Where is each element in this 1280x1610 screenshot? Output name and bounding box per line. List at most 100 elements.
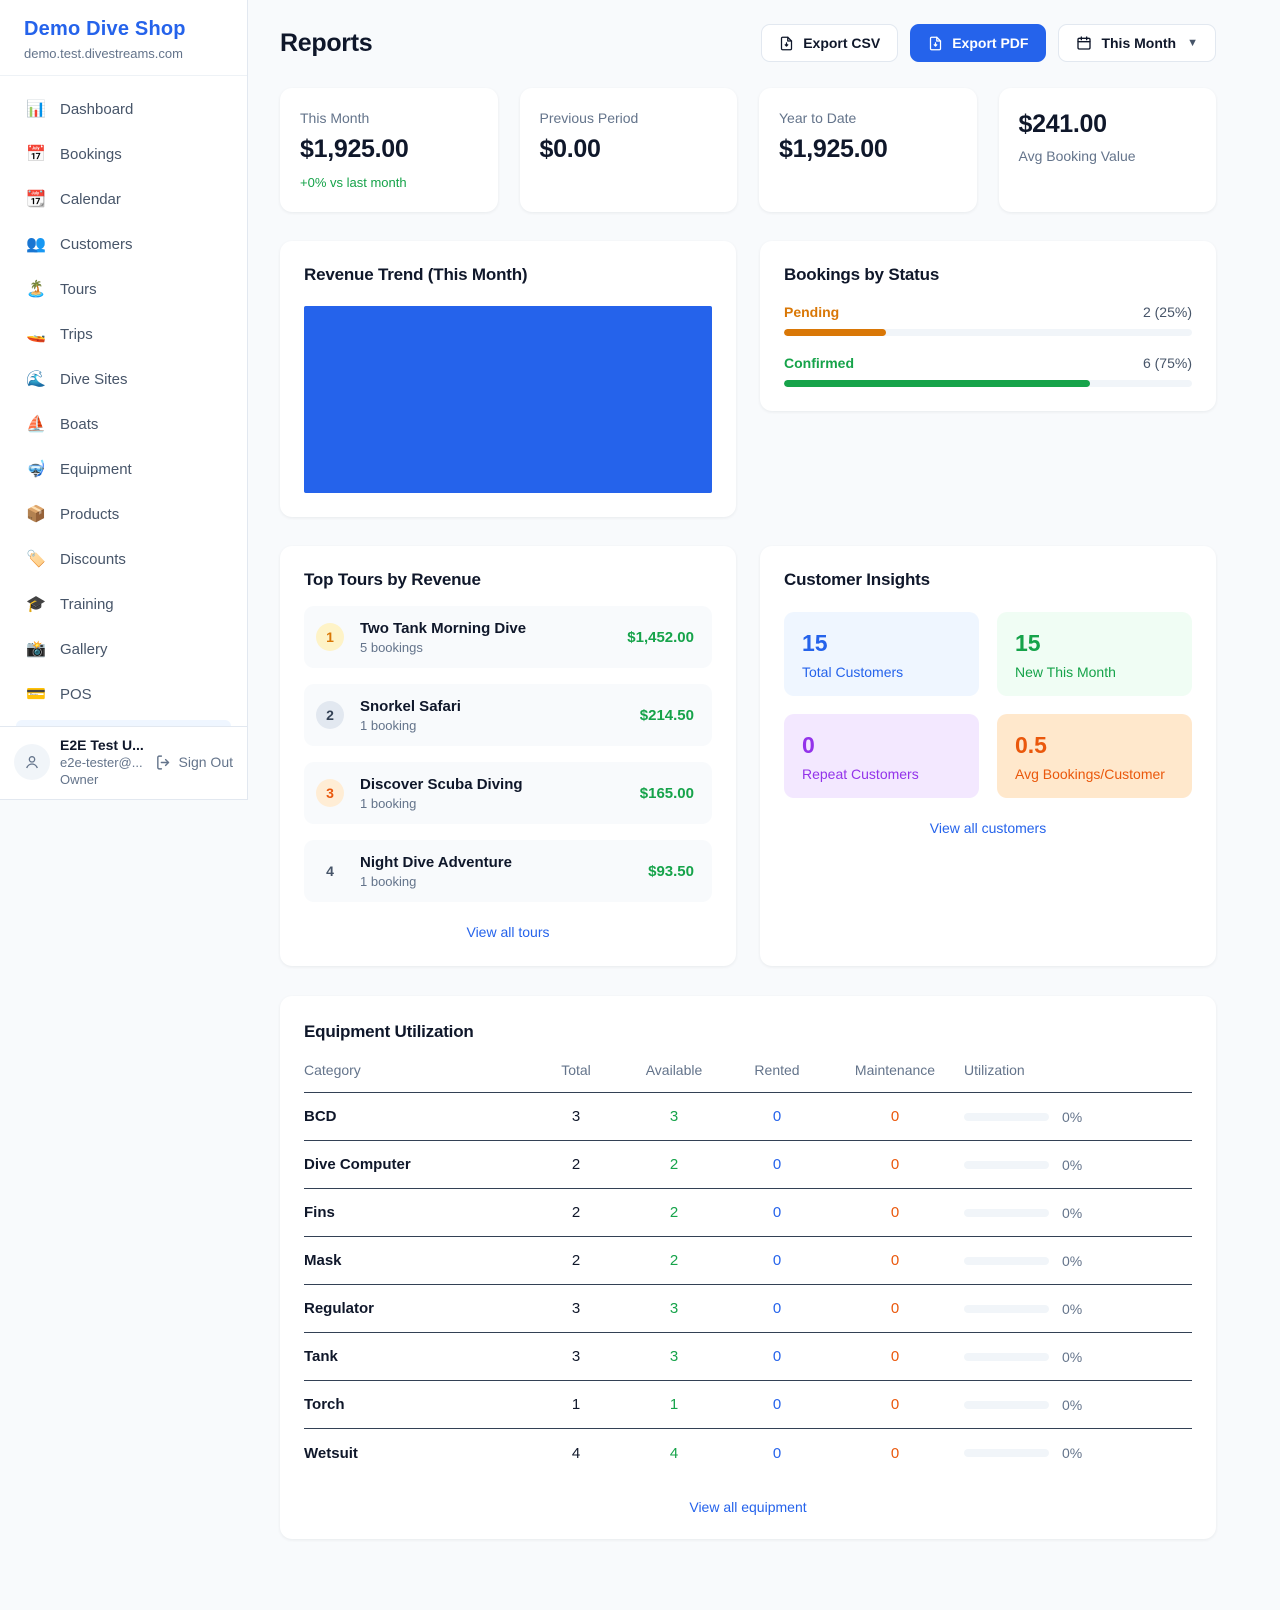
sidebar-item-training[interactable]: 🎓 Training [26, 595, 114, 614]
user-role: Owner [60, 772, 99, 787]
tile-new-this-month: 15 New This Month [997, 612, 1192, 696]
person-icon [26, 756, 38, 769]
rank-badge: 3 [316, 779, 344, 807]
chevron-down-icon: ▼ [1187, 37, 1198, 49]
revenue-trend-title: Revenue Trend (This Month) [304, 265, 528, 284]
user-email: e2e-tester@... [60, 755, 143, 770]
user-section: E2E Test U... e2e-tester@... Owner Sign … [0, 726, 247, 799]
customer-insights-title: Customer Insights [784, 570, 930, 589]
tours-icon: 🏝️ [26, 281, 46, 298]
tour-row: 2 Snorkel Safari 1 booking $214.50 [304, 684, 712, 746]
table-row: BCD 3 3 0 0 0% [304, 1093, 1192, 1141]
tile-avg-bookings-customer: 0.5 Avg Bookings/Customer [997, 714, 1192, 798]
export-pdf-button[interactable]: Export PDF [910, 24, 1047, 62]
utilization-bar [964, 1112, 1049, 1121]
bookings-icon: 📅 [26, 146, 46, 163]
products-icon: 📦 [26, 506, 46, 523]
sidebar-nav: 📊 Dashboard 📅 Bookings 📆 Calendar 👥 Cust… [0, 76, 247, 726]
status-row-pending: Pending 2 (25%) [784, 304, 1192, 336]
confirmed-progress-fill [784, 380, 1090, 387]
table-row: Wetsuit 4 4 0 0 0% [304, 1444, 1083, 1462]
sidebar-item-products[interactable]: 📦 Products [26, 505, 120, 524]
trips-icon: 🚤 [26, 326, 46, 343]
sign-out-button[interactable]: Sign Out [155, 754, 233, 771]
tile-repeat-customers: 0 Repeat Customers [784, 714, 979, 798]
main-content: Reports Export CSV Export PDF This Month [248, 0, 1280, 1579]
stat-delta: +0% vs last month [300, 175, 407, 190]
sign-out-icon [156, 754, 169, 770]
table-row: Mask 2 2 0 0 0% [304, 1237, 1192, 1285]
sidebar-item-trips[interactable]: 🚤 Trips [26, 325, 93, 344]
discounts-icon: 🏷️ [26, 551, 46, 568]
stats-row: This Month $1,925.00 +0% vs last month P… [280, 88, 1216, 212]
equipment-table-header: Category Total Available Rented Maintena… [304, 1062, 1192, 1093]
table-row: Dive Computer 2 2 0 0 0% [304, 1141, 1192, 1189]
equipment-utilization-title: Equipment Utilization [304, 1022, 474, 1041]
equipment-utilization-card: Equipment Utilization Category Total Ava… [280, 996, 1216, 1539]
file-download-icon [781, 36, 793, 50]
table-row: Regulator 3 3 0 0 0% [304, 1285, 1192, 1333]
pos-icon: 💳 [26, 686, 46, 703]
stat-card-avg-booking-value: $241.00 Avg Booking Value [998, 88, 1216, 212]
customer-insights-card: Customer Insights 15 Total Customers 15 … [760, 546, 1216, 966]
tour-row: 1 Two Tank Morning Dive 5 bookings $1,45… [304, 606, 712, 668]
top-tours-card: Top Tours by Revenue 1 Two Tank Morning … [280, 546, 736, 966]
sidebar-item-dashboard[interactable]: 📊 Dashboard [26, 100, 134, 119]
table-row: Tank 3 3 0 0 0% [304, 1333, 1192, 1381]
sidebar-item-boats[interactable]: ⛵ Boats [26, 415, 99, 434]
customers-icon: 👥 [26, 236, 46, 253]
brand: Demo Dive Shop demo.test.divestreams.com [0, 0, 247, 76]
equipment-icon: 🤿 [26, 461, 46, 478]
table-row: Torch 1 1 0 0 0% [304, 1381, 1192, 1429]
revenue-trend-card: Revenue Trend (This Month) [280, 241, 736, 517]
utilization-bar [964, 1208, 1049, 1217]
rank-badge: 4 [326, 863, 334, 879]
boats-icon: ⛵ [26, 416, 46, 433]
pending-progress-track [784, 329, 1192, 336]
confirmed-progress-track [784, 380, 1192, 387]
shop-name: Demo Dive Shop [24, 18, 186, 40]
dive-sites-icon: 🌊 [26, 371, 46, 388]
rank-badge: 1 [316, 623, 344, 651]
sidebar-item-pos[interactable]: 💳 POS [26, 685, 92, 704]
sidebar-item-bookings[interactable]: 📅 Bookings [26, 145, 122, 164]
top-tours-title: Top Tours by Revenue [304, 570, 481, 589]
export-csv-button[interactable]: Export CSV [761, 24, 899, 62]
bookings-by-status-title: Bookings by Status [784, 265, 940, 284]
sidebar-item-tours[interactable]: 🏝️ Tours [26, 280, 97, 299]
rank-badge: 2 [316, 701, 344, 729]
avatar [14, 744, 50, 780]
utilization-bar [964, 1449, 1049, 1457]
view-all-tours-link[interactable]: View all tours [466, 924, 550, 940]
sidebar-item-gallery[interactable]: 📸 Gallery [26, 640, 108, 659]
sidebar: Demo Dive Shop demo.test.divestreams.com… [0, 0, 248, 800]
sidebar-item-discounts[interactable]: 🏷️ Discounts [26, 550, 126, 569]
stat-card-previous-period: Previous Period $0.00 [519, 88, 737, 212]
stat-card-this-month: This Month $1,925.00 +0% vs last month [280, 88, 498, 212]
sidebar-item-calendar[interactable]: 📆 Calendar [26, 190, 121, 209]
tile-total-customers: 15 Total Customers [784, 612, 979, 696]
utilization-bar [964, 1400, 1049, 1409]
utilization-bar [964, 1256, 1049, 1265]
gallery-icon: 📸 [26, 641, 46, 658]
calendar-icon [1077, 36, 1092, 50]
file-download-icon [930, 36, 942, 50]
sidebar-item-reports-active-partial[interactable] [16, 720, 231, 726]
tour-row: 3 Discover Scuba Diving 1 booking $165.0… [304, 762, 712, 824]
page-title: Reports [280, 28, 373, 57]
calendar-icon: 📆 [26, 191, 46, 208]
view-all-customers-link[interactable]: View all customers [929, 820, 1047, 836]
view-all-equipment-link[interactable]: View all equipment [689, 1499, 807, 1515]
revenue-trend-bar [304, 306, 712, 493]
tour-row: 4 Night Dive Adventure 1 booking $93.50 [304, 840, 712, 902]
training-icon: 🎓 [26, 596, 46, 613]
sidebar-item-customers[interactable]: 👥 Customers [26, 235, 133, 254]
sidebar-item-dive-sites[interactable]: 🌊 Dive Sites [26, 370, 128, 389]
shop-domain: demo.test.divestreams.com [24, 46, 183, 61]
bookings-by-status-card: Bookings by Status Pending 2 (25%) Confi… [760, 241, 1216, 411]
sidebar-item-equipment[interactable]: 🤿 Equipment [26, 460, 132, 479]
user-name: E2E Test U... [60, 737, 144, 753]
table-row: Fins 2 2 0 0 0% [304, 1189, 1192, 1237]
period-select[interactable]: This Month ▼ [1058, 24, 1216, 62]
stat-card-year-to-date: Year to Date $1,925.00 [759, 88, 977, 212]
